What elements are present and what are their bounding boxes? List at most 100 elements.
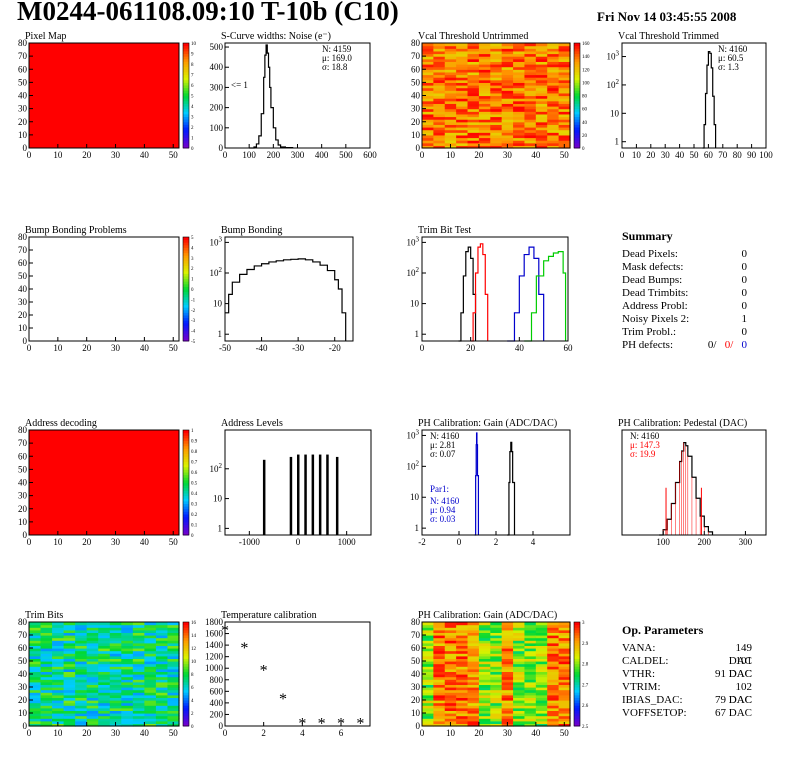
heatmap-cell (109, 642, 122, 646)
heatmap-cell (513, 108, 526, 112)
heatmap-cell (478, 713, 491, 717)
heatmap-cell (524, 45, 537, 49)
heatmap-cell (490, 90, 503, 94)
heatmap-cell (444, 645, 457, 649)
heatmap-cell (501, 645, 514, 649)
colorbar-segment (574, 111, 580, 115)
heatmap-cell (121, 694, 134, 698)
heatmap-cell (535, 707, 548, 711)
y-tick-label: 0 (416, 143, 421, 153)
heatmap-cell (478, 627, 491, 631)
colorbar-segment (574, 43, 580, 47)
heatmap-cell (490, 95, 503, 99)
heatmap-cell (132, 705, 145, 709)
heatmap-cell (558, 692, 571, 696)
heatmap-cell (513, 679, 526, 683)
heatmap-cell (467, 648, 480, 652)
heatmap-cell (490, 681, 503, 685)
colorbar-label: 0.6 (191, 471, 198, 476)
heatmap-cell (501, 674, 514, 678)
heatmap-cell (535, 43, 548, 47)
heatmap-cell (490, 653, 503, 657)
colorbar-segment (183, 129, 189, 133)
heatmap-cell (535, 134, 548, 139)
heatmap-cell (98, 663, 111, 667)
heatmap-cell (86, 687, 99, 691)
heatmap-cell (75, 671, 88, 675)
heatmap-cell (433, 77, 446, 81)
heatmap-cell (535, 653, 548, 657)
heatmap-cell (467, 723, 480, 727)
colorbar-segment (183, 521, 189, 525)
heatmap-cell (422, 624, 434, 628)
x-tick-label: 0 (27, 728, 32, 738)
x-tick-label: 10 (53, 728, 63, 738)
heatmap-cell (513, 668, 526, 672)
colorbar-segment (183, 276, 189, 280)
heatmap-cell (109, 700, 122, 704)
colorbar-segment (574, 71, 580, 75)
heatmap-cell (490, 64, 503, 68)
colorbar-segment (183, 309, 189, 313)
stats-line: σ: 1.3 (718, 62, 739, 72)
heatmap-cell (558, 689, 571, 693)
colorbar-segment (574, 85, 580, 89)
heatmap-cell (524, 74, 537, 78)
heatmap-cell (456, 640, 469, 644)
summary-row-ph: PH defects: 0/ 0/ 0 (622, 339, 747, 351)
plot-frame (621, 429, 767, 536)
colorbar-label: 12 (191, 647, 197, 652)
heatmap-cell (490, 640, 503, 644)
x-tick-label: 100 (242, 150, 256, 160)
heatmap-cell (490, 108, 503, 112)
heatmap-cell (29, 689, 42, 693)
heatmap-cell (467, 645, 480, 649)
heatmap-cell (524, 702, 537, 706)
heatmap-cell (52, 679, 65, 683)
heatmap-cell (490, 145, 503, 149)
heatmap-cell (98, 653, 111, 657)
heatmap-cell (444, 700, 457, 704)
colorbar-segment (574, 50, 580, 54)
heatmap-cell (558, 111, 571, 115)
y-tick-label: 102 (210, 462, 223, 474)
level-spike (326, 454, 329, 535)
y-tick-label: 1 (615, 137, 620, 147)
heatmap-cell (167, 681, 180, 685)
x-tick-label: 40 (140, 150, 150, 160)
heatmap-cell (501, 140, 514, 144)
heatmap-cell (558, 679, 571, 683)
heatmap-cell (444, 679, 457, 683)
heatmap-cell (535, 666, 548, 670)
heatmap-cell (98, 661, 111, 665)
heatmap-cell (558, 134, 571, 139)
heatmap-cell (547, 124, 560, 128)
heatmap-cell (513, 622, 526, 626)
heatmap-cell (144, 715, 157, 719)
heatmap-cell (29, 637, 42, 641)
heatmap-cell (456, 56, 469, 60)
heatmap-cell (524, 64, 537, 68)
heatmap-cell (422, 681, 434, 685)
colorbar-frame (573, 621, 581, 727)
x-tick-label: -40 (256, 343, 268, 353)
heatmap-cell (490, 713, 503, 717)
colorbar-segment (183, 85, 189, 89)
heatmap-cell (513, 45, 526, 49)
heatmap-cell (75, 653, 88, 657)
heatmap-cell (535, 140, 548, 144)
heatmap-cell (547, 663, 560, 667)
y-tick-label: 30 (18, 297, 28, 307)
colorbar-label: 2.6 (582, 704, 589, 709)
heatmap-cell (478, 705, 491, 709)
heatmap-cell (29, 655, 42, 659)
heatmap-cell (75, 635, 88, 639)
heatmap-cell (422, 98, 434, 102)
heatmap-cell (144, 720, 157, 724)
heatmap-cell (478, 700, 491, 704)
heatmap-cell (513, 674, 526, 678)
heatmap-cell (167, 687, 180, 691)
colorbar-segment (183, 466, 189, 470)
x-tick-label: 20 (82, 343, 92, 353)
y-tick-label: 10 (18, 130, 28, 140)
